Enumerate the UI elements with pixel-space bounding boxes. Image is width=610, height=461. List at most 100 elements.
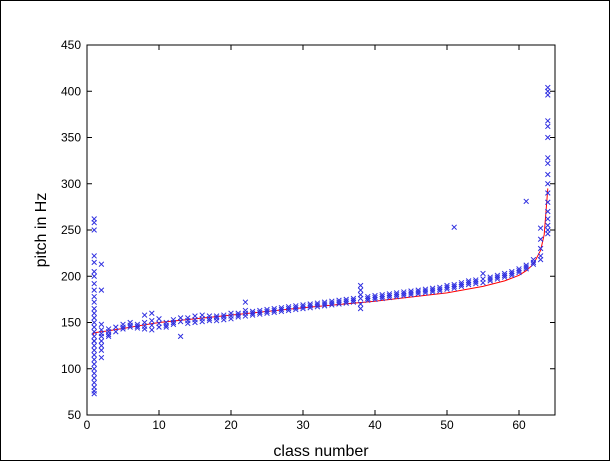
data-point	[177, 333, 184, 340]
data-point	[199, 318, 205, 325]
data-point	[357, 301, 364, 307]
data-point	[465, 279, 472, 286]
data-point	[357, 287, 364, 293]
data-point	[91, 379, 97, 386]
data-point	[91, 293, 97, 300]
data-point	[545, 155, 551, 161]
data-point	[357, 295, 364, 302]
data-point	[545, 160, 551, 167]
data-point	[509, 272, 515, 279]
data-point	[91, 287, 97, 293]
data-point	[408, 290, 414, 296]
data-point	[480, 270, 486, 277]
data-point	[221, 312, 227, 318]
data-point	[98, 342, 105, 349]
data-point	[451, 283, 457, 290]
data-point	[285, 307, 292, 314]
data-point	[545, 134, 551, 141]
data-point	[487, 276, 493, 282]
data-point	[516, 267, 522, 274]
data-point	[545, 216, 551, 222]
x-tick-label: 30	[296, 418, 310, 432]
data-point	[91, 375, 97, 381]
data-point	[91, 342, 97, 349]
data-point	[185, 320, 191, 327]
data-point	[91, 219, 97, 226]
data-point	[545, 123, 551, 130]
data-point	[149, 327, 155, 333]
data-point	[206, 316, 213, 322]
data-point	[141, 312, 148, 318]
data-point	[473, 280, 479, 287]
data-point	[91, 328, 97, 335]
data-point	[149, 317, 155, 324]
data-point	[98, 261, 105, 267]
data-point	[91, 280, 97, 287]
data-point	[393, 293, 400, 300]
data-point	[343, 300, 349, 306]
data-point	[451, 224, 457, 230]
data-point	[91, 259, 97, 266]
data-point	[91, 227, 97, 233]
data-point	[487, 278, 493, 284]
data-point	[465, 281, 472, 288]
data-point	[523, 266, 529, 272]
data-point	[134, 325, 141, 331]
data-point	[379, 293, 385, 300]
data-point	[257, 311, 263, 317]
data-point	[192, 319, 198, 326]
x-tick-label: 10	[152, 418, 166, 432]
data-point	[386, 292, 393, 299]
y-tick-label: 50	[68, 408, 82, 422]
data-point	[329, 300, 335, 306]
data-point	[134, 323, 141, 329]
data-point	[307, 303, 313, 309]
data-point	[206, 317, 213, 324]
data-point	[509, 270, 515, 277]
data-point	[177, 318, 184, 325]
data-point	[105, 333, 112, 340]
data-point	[91, 310, 97, 317]
data-point	[545, 92, 551, 98]
x-tick-label: 20	[224, 418, 238, 432]
data-point	[98, 321, 105, 328]
data-point	[415, 291, 421, 297]
data-point	[127, 322, 133, 329]
data-point	[91, 370, 97, 377]
data-point	[314, 302, 321, 308]
data-point	[120, 324, 126, 330]
data-point	[120, 326, 126, 332]
data-point	[545, 230, 551, 237]
data-point	[91, 305, 97, 312]
data-point	[113, 328, 119, 335]
data-point	[437, 286, 443, 292]
y-tick-label: 450	[61, 38, 81, 52]
data-point	[321, 301, 328, 307]
data-point	[480, 279, 486, 286]
data-point	[314, 304, 321, 310]
data-point	[91, 361, 97, 367]
data-point	[336, 299, 342, 305]
data-point	[163, 322, 169, 329]
data-point	[91, 319, 97, 326]
data-point	[365, 295, 371, 302]
data-point	[127, 324, 133, 330]
data-point	[91, 365, 97, 372]
data-point	[545, 190, 551, 196]
data-point	[156, 316, 162, 322]
data-point	[98, 347, 105, 354]
y-tick-label: 150	[61, 316, 81, 330]
data-point	[113, 324, 119, 330]
y-tick-label: 250	[61, 223, 81, 237]
data-point	[264, 310, 270, 317]
data-point	[91, 253, 97, 259]
data-point	[437, 288, 443, 294]
data-point	[149, 322, 155, 329]
data-point	[257, 309, 263, 316]
data-point	[523, 198, 529, 205]
data-point	[444, 286, 450, 292]
data-point	[415, 289, 421, 295]
data-point	[300, 304, 306, 310]
data-point	[530, 261, 537, 267]
